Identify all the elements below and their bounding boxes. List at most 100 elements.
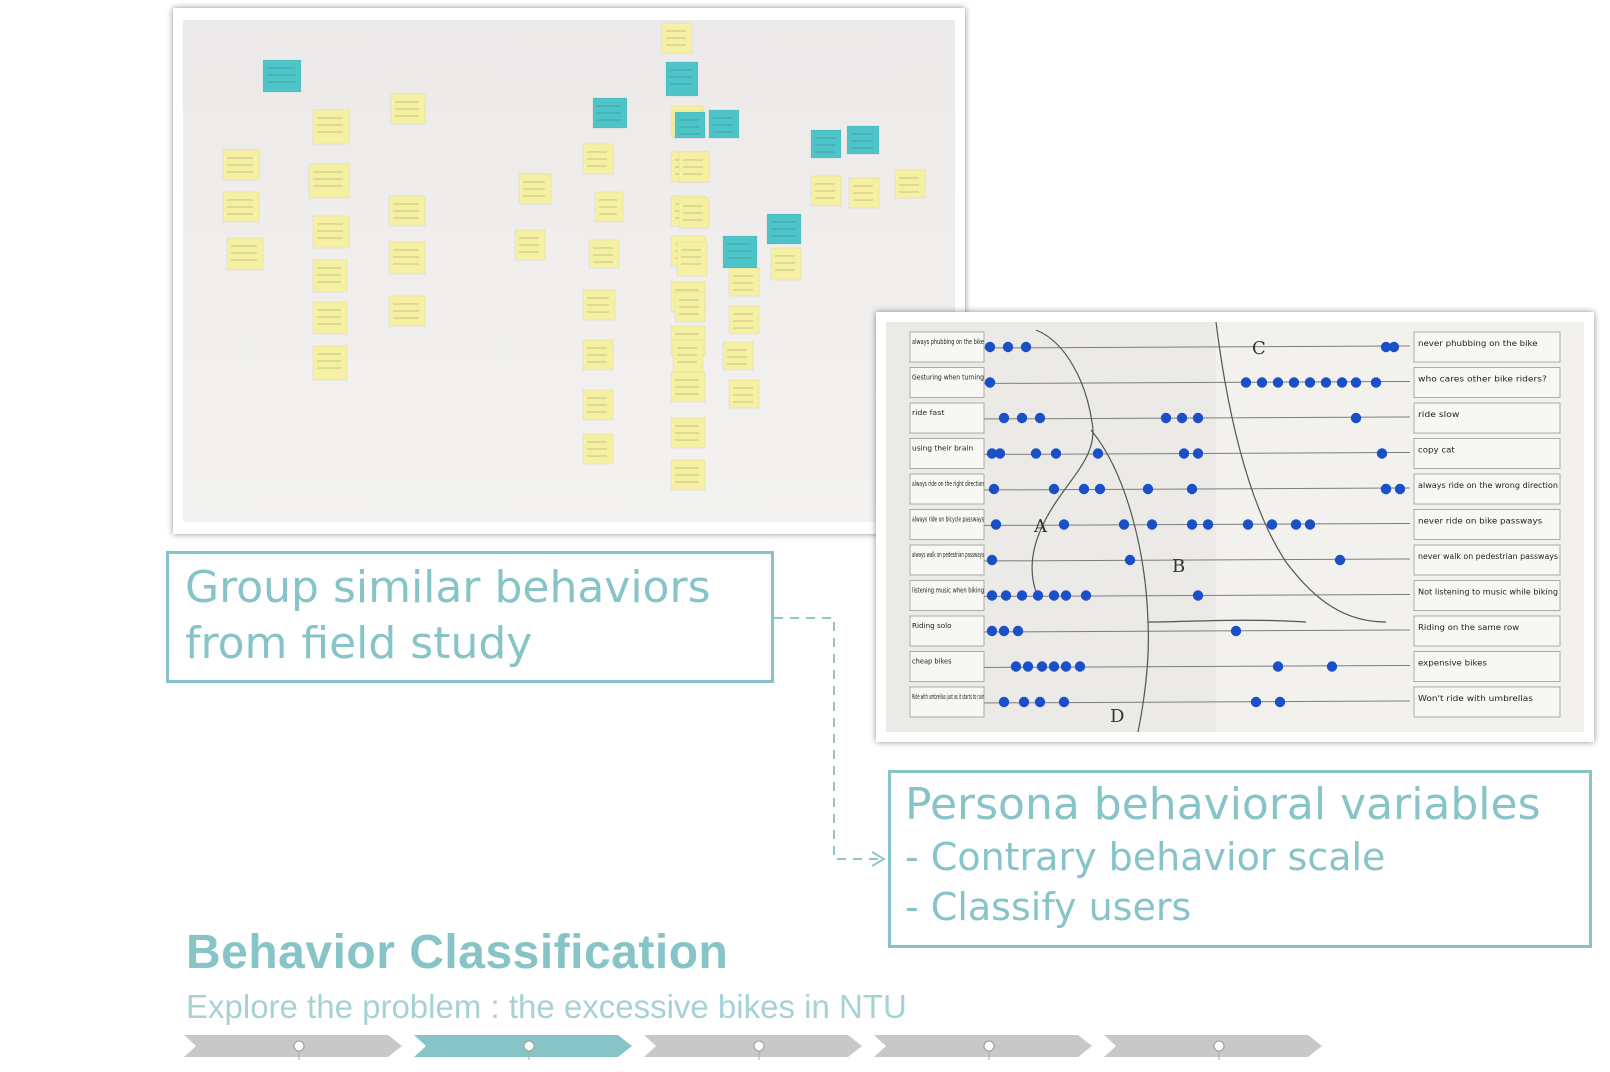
group-behaviors-line-1: Group similar behaviors [185, 562, 711, 613]
vote-dot [1350, 377, 1362, 388]
vote-dot [1002, 341, 1014, 353]
left-scale-label: Ride with umbrellas just as it starts to… [912, 693, 984, 701]
sticky-note [665, 61, 699, 97]
region-boundary [1215, 322, 1387, 623]
right-scale-label: Not listening to music while biking [1418, 588, 1558, 597]
vote-dot [1048, 483, 1060, 495]
vote-dot [1192, 448, 1204, 459]
vote-dot [1030, 448, 1042, 459]
vote-dot [1334, 554, 1346, 566]
sticky-note [312, 109, 350, 145]
vote-dot [1380, 341, 1392, 353]
group-behaviors-callout: Group similar behaviors from field study [166, 551, 774, 683]
vote-dot [1388, 341, 1400, 353]
right-scale-label-box [1413, 615, 1561, 647]
left-scale-label: cheap bikes [912, 658, 952, 666]
vote-dot [1118, 519, 1130, 530]
sticky-note [222, 191, 260, 223]
vote-dot [1060, 661, 1072, 672]
right-scale-label-box [1413, 651, 1561, 682]
dashed-connector-arrow [774, 617, 886, 867]
sticky-note [312, 215, 350, 249]
sticky-note [728, 267, 760, 297]
sticky-note [670, 459, 706, 491]
sticky-note [582, 289, 616, 321]
vote-dot [1186, 483, 1198, 495]
left-scale-label-box [909, 509, 985, 540]
sticky-note [770, 247, 802, 281]
sticky-note [894, 169, 926, 199]
vote-dot [1290, 519, 1302, 530]
left-scale-label-box [909, 651, 985, 682]
region-label: C [1252, 338, 1266, 359]
sticky-note [670, 371, 706, 403]
progress-step-marker [983, 1040, 995, 1052]
right-scale-label: who cares other bike riders? [1418, 375, 1547, 384]
persona-variables-title: Persona behavioral variables [905, 779, 1541, 830]
vote-dot [1146, 519, 1158, 530]
sticky-note [582, 389, 614, 421]
vote-dot [986, 625, 998, 637]
sticky-note [312, 259, 348, 293]
vote-dot [1272, 661, 1284, 672]
left-scale-label-box [909, 402, 985, 434]
right-scale-label: never ride on bike passways [1418, 517, 1542, 526]
vote-dot [1074, 661, 1086, 672]
vote-dot [1376, 448, 1388, 459]
sticky-note [588, 239, 620, 269]
right-scale-label: expensive bikes [1418, 659, 1487, 668]
behavior-scale-board-photo: always phubbing on the bike never phubbin… [876, 312, 1594, 742]
progress-step-marker [293, 1040, 305, 1052]
sticky-note [678, 197, 710, 229]
vote-dot [1230, 625, 1242, 637]
vote-dot [1092, 448, 1104, 459]
sticky-note [674, 291, 706, 323]
vote-dot [1058, 696, 1070, 708]
vote-dot [994, 448, 1006, 459]
sticky-note [722, 235, 758, 269]
sticky-note [592, 97, 628, 129]
group-behaviors-line-2: from field study [185, 618, 533, 669]
sticky-note [810, 129, 842, 159]
right-scale-label-box [1413, 509, 1561, 540]
sticky-note [582, 433, 614, 465]
progress-step-4 [874, 1035, 1092, 1057]
vote-dot [1370, 377, 1382, 388]
right-scale-label-box [1413, 544, 1561, 576]
sticky-note [582, 339, 614, 371]
right-scale-label-box [1413, 686, 1561, 718]
region-label: A [1033, 516, 1048, 537]
left-scale-label-box [909, 615, 985, 647]
left-scale-label-box [909, 367, 985, 398]
persona-variable-item: - Contrary behavior scale [905, 835, 1386, 879]
left-scale-label: always ride on the right direction [912, 480, 984, 488]
right-scale-label-box [1413, 580, 1561, 611]
left-scale-label-box [909, 544, 985, 576]
right-scale-label: Riding on the same row [1418, 623, 1520, 632]
right-scale-label-box [1413, 402, 1561, 434]
vote-dot [1186, 519, 1198, 530]
left-scale-label: always ride on bicycle passways [912, 516, 984, 524]
progress-step-1 [184, 1035, 402, 1057]
region-label: D [1110, 706, 1124, 727]
vote-dot [1036, 661, 1048, 672]
progress-step-5 [1104, 1035, 1322, 1057]
sticky-note [226, 237, 264, 271]
vote-dot [1192, 412, 1204, 424]
vote-dot [1242, 519, 1254, 530]
vote-dot [1320, 377, 1332, 388]
vote-dot [1202, 519, 1214, 530]
sticky-note [514, 229, 546, 261]
left-scale-label-box [909, 473, 985, 505]
sticky-note [308, 163, 350, 199]
left-scale-label-box [909, 686, 985, 718]
vote-dot [1394, 483, 1406, 495]
sticky-note [312, 345, 348, 381]
vote-dot [1012, 625, 1024, 637]
vote-dot [1178, 448, 1190, 459]
vote-dot [1288, 377, 1300, 388]
vote-dot [1050, 448, 1062, 459]
right-scale-label: always ride on the wrong direction [1418, 481, 1558, 490]
vote-dot [1160, 412, 1172, 424]
vote-dot [1048, 661, 1060, 672]
